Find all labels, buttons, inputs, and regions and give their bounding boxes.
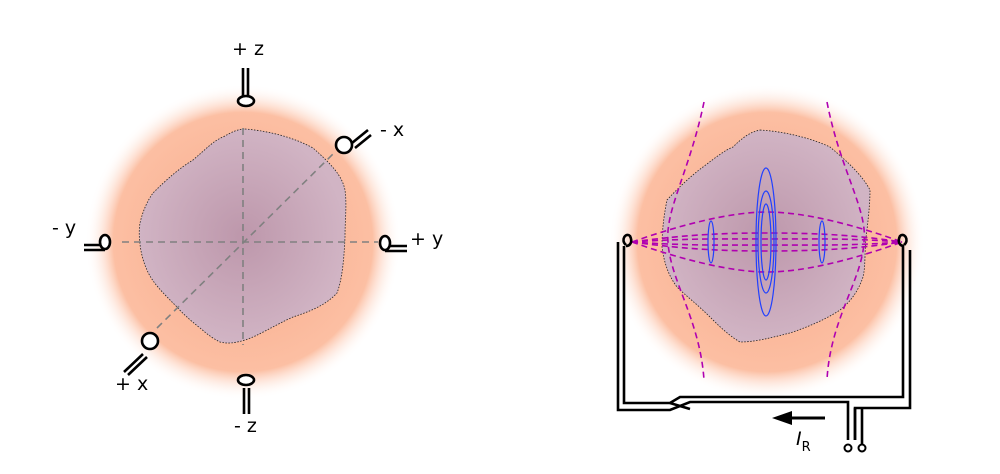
label-plus-z: + z — [232, 38, 264, 60]
label-minus-y: - y — [52, 217, 76, 239]
left-diagram: + z - z - x + x - y + y — [52, 38, 443, 437]
probe-minus-z — [236, 373, 256, 414]
rogowski-wire — [616, 233, 912, 453]
current-arrow — [772, 411, 825, 425]
label-plus-y: + y — [410, 228, 443, 250]
flux-surfaces — [707, 167, 826, 317]
current-label: IR — [796, 428, 811, 455]
probe-plus-x — [123, 331, 160, 376]
label-minus-x: - x — [380, 119, 404, 141]
probe-plus-z — [236, 68, 256, 108]
probe-minus-x — [334, 128, 372, 155]
axes — [122, 128, 378, 345]
right-diagram: IR — [609, 84, 925, 455]
probe-minus-y — [84, 233, 112, 252]
field-lines — [631, 101, 903, 381]
label-minus-z: - z — [234, 415, 257, 437]
probes — [84, 68, 407, 414]
label-plus-x: + x — [115, 373, 148, 395]
right-plasma-blob — [661, 129, 871, 343]
probe-plus-y — [378, 234, 407, 253]
